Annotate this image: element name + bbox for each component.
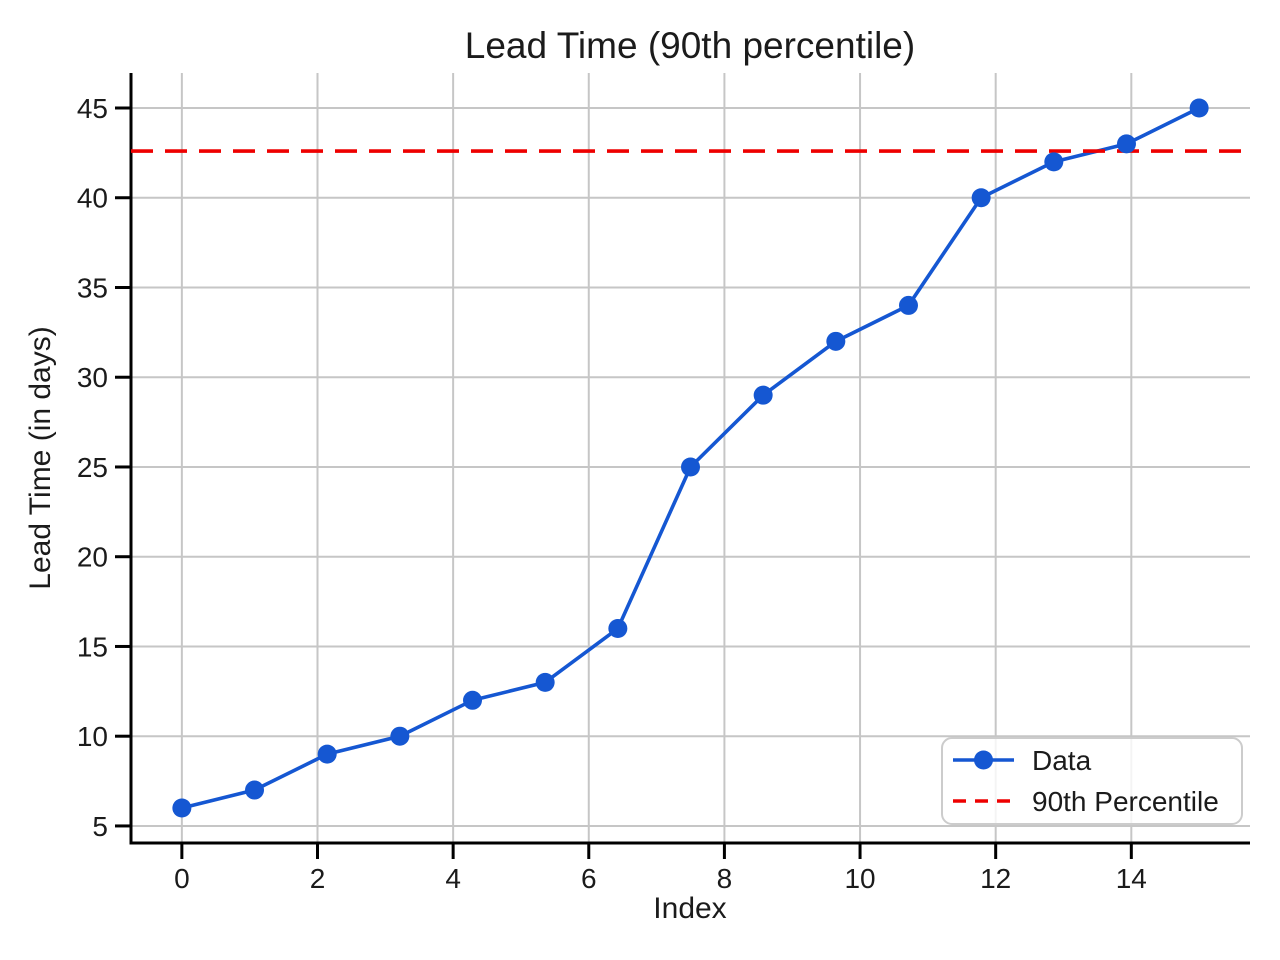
x-tick-label: 8 — [717, 863, 733, 894]
data-point-marker — [971, 188, 991, 208]
x-tick-label: 14 — [1116, 863, 1147, 894]
data-point-marker — [1116, 134, 1136, 154]
data-point-marker — [753, 385, 773, 405]
y-tick-label: 15 — [77, 631, 108, 662]
y-tick-label: 5 — [92, 811, 108, 842]
x-tick-label: 12 — [980, 863, 1011, 894]
x-axis-label: Index — [653, 892, 726, 925]
data-point-marker — [245, 780, 265, 800]
chart-title: Lead Time (90th percentile) — [465, 25, 915, 66]
legend-label-data: Data — [1032, 745, 1092, 776]
data-point-marker — [608, 619, 628, 639]
data-point-marker — [463, 690, 483, 710]
y-tick-label: 35 — [77, 272, 108, 303]
x-tick-label: 4 — [445, 863, 461, 894]
data-point-marker — [535, 672, 555, 692]
data-point-marker — [1044, 152, 1064, 172]
y-tick-label: 30 — [77, 362, 108, 393]
legend-data-marker — [974, 750, 993, 770]
data-point-marker — [1189, 98, 1209, 118]
legend-label-percentile: 90th Percentile — [1032, 786, 1219, 817]
data-point-marker — [826, 331, 846, 351]
x-tick-label: 0 — [174, 863, 190, 894]
legend-box — [941, 737, 1243, 825]
data-point-marker — [172, 798, 192, 818]
x-tick-label: 6 — [581, 863, 597, 894]
data-point-marker — [898, 295, 918, 315]
y-tick-label: 45 — [77, 93, 108, 124]
data-point-marker — [390, 726, 410, 746]
x-tick-label: 2 — [310, 863, 326, 894]
y-tick-label: 20 — [77, 542, 108, 573]
data-point-marker — [317, 744, 337, 764]
y-tick-label: 10 — [77, 721, 108, 752]
y-tick-label: 25 — [77, 452, 108, 483]
y-tick-label: 40 — [77, 183, 108, 214]
x-tick-label: 10 — [844, 863, 875, 894]
data-point-marker — [681, 457, 700, 477]
y-axis-label: Lead Time (in days) — [24, 326, 57, 589]
axis-ticks: 0 2 4 6 8 10 12 14 5 10 15 20 25 30 35 40 45 — [77, 93, 1147, 894]
legend — [941, 737, 1243, 825]
data-series — [131, 98, 1250, 818]
